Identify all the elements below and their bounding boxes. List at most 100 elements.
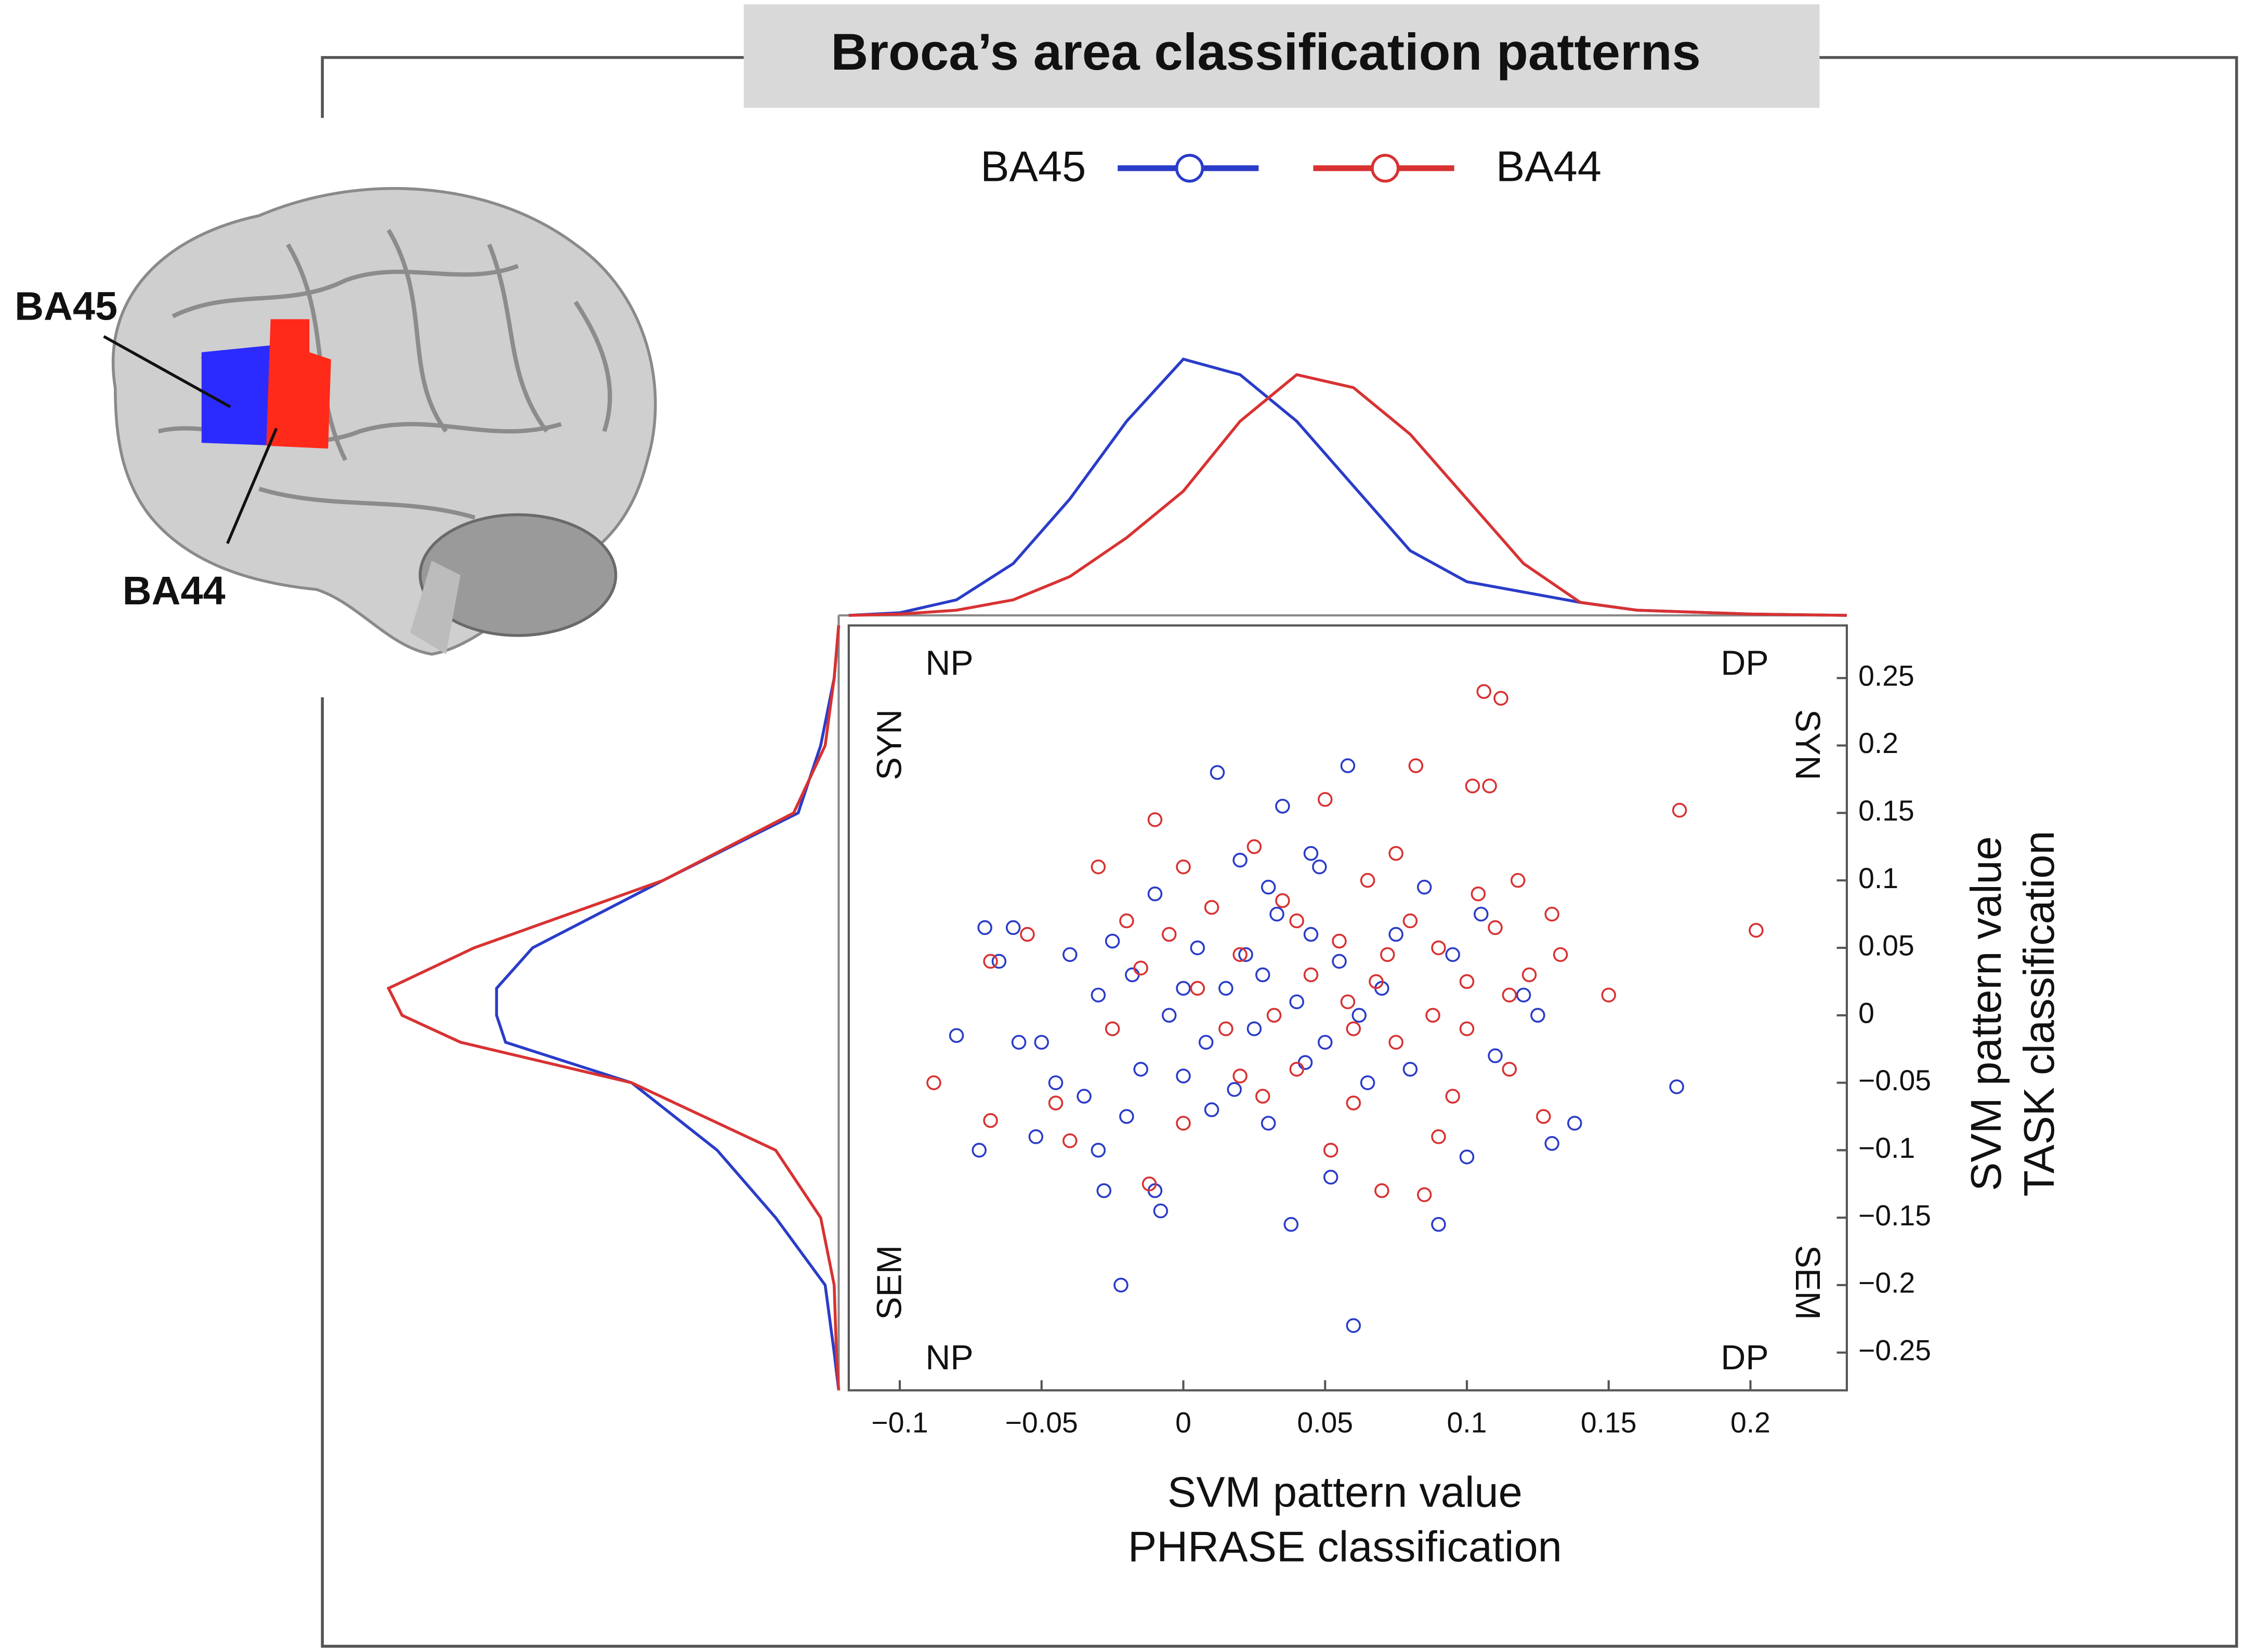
y-tick-label: 0.1 xyxy=(1858,862,1898,894)
point xyxy=(1317,1035,1333,1050)
y-tick-label: −0.25 xyxy=(1858,1334,1931,1366)
point xyxy=(1077,1089,1092,1104)
brainstem xyxy=(410,561,461,654)
point xyxy=(1204,1102,1219,1117)
y-tick-label: 0.05 xyxy=(1858,930,1914,962)
point xyxy=(1521,967,1537,983)
point xyxy=(1474,906,1489,922)
point xyxy=(1289,1062,1304,1077)
point xyxy=(1232,947,1248,962)
point xyxy=(1261,1116,1276,1131)
point xyxy=(1028,1129,1044,1144)
point xyxy=(1459,1149,1475,1165)
point xyxy=(1161,927,1177,942)
side-density xyxy=(386,625,841,1391)
point xyxy=(1275,799,1290,814)
y-tick-label: −0.2 xyxy=(1858,1267,1915,1299)
point xyxy=(1416,879,1432,895)
point xyxy=(1190,981,1205,996)
point xyxy=(1232,1068,1248,1083)
corner-label: SEM xyxy=(870,1245,909,1320)
legend-marker xyxy=(1371,154,1400,183)
top-density xyxy=(848,358,1847,617)
point xyxy=(1246,1021,1262,1036)
point xyxy=(1380,947,1395,962)
point xyxy=(1510,873,1526,888)
point xyxy=(1119,913,1134,929)
point xyxy=(1119,1109,1134,1124)
point xyxy=(1482,778,1497,794)
point xyxy=(1218,981,1233,996)
point xyxy=(1125,967,1140,983)
point xyxy=(1210,765,1225,780)
point xyxy=(1502,1062,1517,1077)
corner-label: DP xyxy=(1721,644,1768,683)
point xyxy=(1062,947,1078,962)
point xyxy=(1601,987,1616,1003)
brain-label: BA45 xyxy=(15,284,117,328)
corner-label: NP xyxy=(925,1339,973,1377)
point xyxy=(1062,1133,1078,1148)
point xyxy=(1488,920,1503,935)
legend-label: BA45 xyxy=(980,142,1086,190)
point xyxy=(1323,1170,1338,1185)
point xyxy=(1005,920,1021,935)
point xyxy=(1502,987,1517,1003)
corner-label: SYN xyxy=(870,709,909,781)
point xyxy=(1153,1203,1169,1219)
point xyxy=(1360,873,1375,888)
side-density xyxy=(495,625,841,1391)
point xyxy=(1431,1217,1446,1232)
point xyxy=(1488,1048,1503,1063)
point xyxy=(983,1113,998,1128)
point xyxy=(1176,981,1191,996)
point xyxy=(1388,1035,1403,1050)
point xyxy=(1431,940,1446,956)
point xyxy=(1346,1095,1361,1111)
point xyxy=(1369,974,1384,989)
corner-label: DP xyxy=(1721,1339,1768,1377)
ba45-region xyxy=(201,345,281,446)
point xyxy=(1340,994,1356,1010)
frame xyxy=(321,56,2238,1648)
x-axis-title: SVM pattern value xyxy=(1167,1468,1523,1516)
legend-label: BA44 xyxy=(1496,142,1602,190)
point xyxy=(1346,1318,1361,1333)
point xyxy=(1303,967,1319,983)
point xyxy=(1289,913,1304,929)
y-tick-label: −0.15 xyxy=(1858,1199,1931,1232)
point xyxy=(1459,974,1475,989)
corner-label: NP xyxy=(925,644,973,683)
ba44-region xyxy=(266,319,331,449)
point xyxy=(1351,1008,1367,1023)
y-tick-label: 0.25 xyxy=(1858,659,1914,692)
point xyxy=(1091,1143,1106,1158)
point xyxy=(1476,684,1491,699)
point xyxy=(1493,691,1508,706)
point xyxy=(1011,1035,1027,1050)
point xyxy=(1567,1116,1582,1131)
brain-label: BA44 xyxy=(123,569,226,613)
frame-line xyxy=(321,56,2238,1648)
point xyxy=(983,954,998,969)
point xyxy=(1269,906,1284,922)
point xyxy=(1346,1021,1361,1036)
point xyxy=(949,1028,964,1043)
title-box xyxy=(743,4,1820,108)
point xyxy=(1332,954,1347,969)
point xyxy=(1360,1075,1375,1090)
point xyxy=(1198,1035,1214,1050)
point xyxy=(1536,1109,1551,1124)
point xyxy=(977,920,992,935)
y-tick-label: 0 xyxy=(1858,997,1874,1029)
point xyxy=(1105,1021,1120,1036)
point xyxy=(1465,778,1480,794)
point xyxy=(1105,933,1120,949)
point xyxy=(926,1075,941,1090)
point xyxy=(1232,852,1248,868)
point xyxy=(1289,994,1304,1010)
point xyxy=(1516,987,1531,1003)
point xyxy=(1402,913,1418,929)
point xyxy=(1323,1143,1338,1158)
